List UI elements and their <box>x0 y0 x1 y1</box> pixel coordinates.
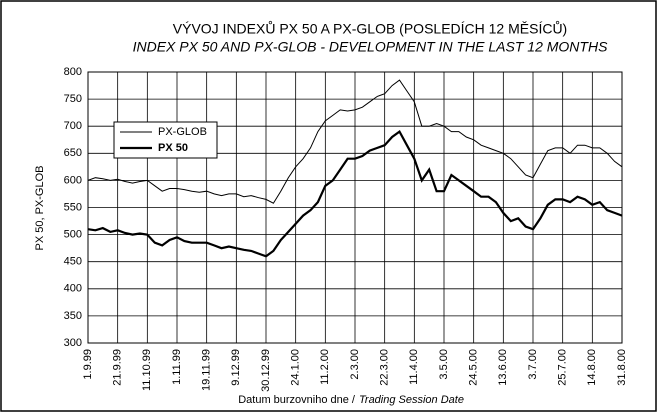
y-tick-label: 700 <box>64 120 82 132</box>
y-tick-label: 500 <box>64 229 82 241</box>
series-line <box>87 79 623 204</box>
x-tick-label: 31.8.00 <box>616 349 628 386</box>
x-tick-label: 19.11.99 <box>201 349 213 391</box>
chart-subtitle: INDEX PX 50 AND PX-GLOB - DEVELOPMENT IN… <box>133 39 608 55</box>
y-tick-label: 350 <box>64 310 82 322</box>
x-tick-label: 22.3.00 <box>379 349 391 386</box>
x-tick-label: 25.7.00 <box>557 349 569 386</box>
series-line <box>87 129 623 258</box>
x-tick-label: 2.3.00 <box>349 349 361 380</box>
x-tick-label: 9.12.99 <box>230 349 242 386</box>
y-tick-label: 800 <box>64 66 82 78</box>
x-tick-label: 11.2.00 <box>319 349 331 385</box>
y-tick-label: 650 <box>64 147 82 159</box>
x-tick-label: 11.4.00 <box>408 349 420 385</box>
x-tick-label: 21.9.99 <box>112 349 124 386</box>
legend-box <box>113 121 218 159</box>
legend-label: PX 50 <box>158 142 188 154</box>
y-tick-label: 550 <box>64 201 82 213</box>
y-tick-label: 750 <box>64 93 82 105</box>
x-tick-label: 11.10.99 <box>141 349 153 391</box>
x-tick-label: 24.5.00 <box>468 349 480 386</box>
x-axis-label: Datum burzovniho dne / <box>238 394 356 406</box>
x-tick-label: 14.8.00 <box>586 349 598 386</box>
x-tick-label: 3.7.00 <box>527 349 539 380</box>
x-tick-label: 30.12.99 <box>260 349 272 392</box>
x-tick-label: 24.1.00 <box>290 349 302 386</box>
chart-title: VÝVOJ INDEXŮ PX 50 A PX-GLOB (POSLEDÍCH … <box>173 20 567 37</box>
x-tick-label: 1.11.99 <box>171 349 183 385</box>
x-axis-label-italic: Trading Session Date <box>359 394 464 406</box>
x-tick-label: 1.9.99 <box>82 349 94 380</box>
x-tick-label: 13.6.00 <box>497 349 509 386</box>
y-tick-label: 400 <box>64 283 82 295</box>
y-tick-label: 300 <box>64 337 82 349</box>
legend-label: PX-GLOB <box>158 126 207 138</box>
y-axis-label: PX 50, PX-GLOB <box>34 166 46 251</box>
x-tick-label: 3.5.00 <box>438 349 450 380</box>
y-tick-label: 450 <box>64 256 82 268</box>
y-tick-label: 600 <box>64 174 82 186</box>
plot-area <box>87 71 623 344</box>
